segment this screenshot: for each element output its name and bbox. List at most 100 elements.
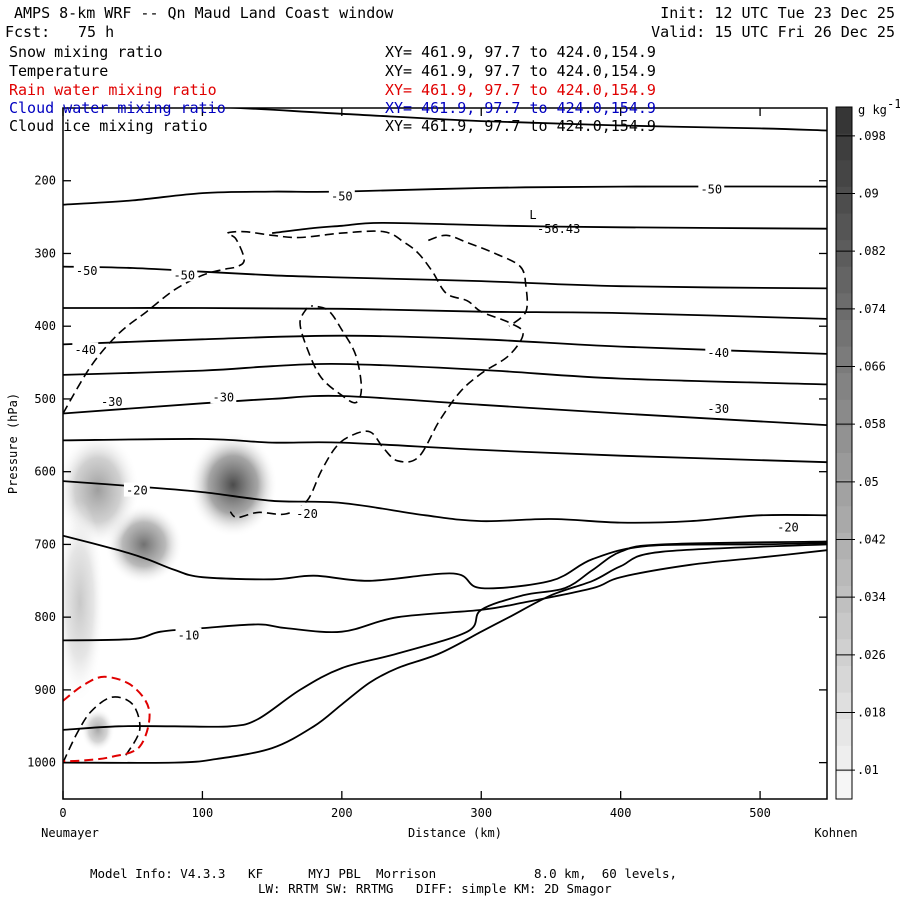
isotherm-label-3: -50: [76, 264, 98, 278]
y-tick-label-900: 900: [34, 683, 56, 697]
colorbar: .01 .018 .026 .034 .042 .05 .058 .066 .074 .082 .0…: [835, 97, 900, 800]
legend-xy-cloudwater: XY= 461.9, 97.7 to 424.0,154.9: [385, 99, 656, 117]
colorbar-segment: [836, 719, 852, 747]
rain-water-0: [63, 675, 151, 763]
y-tick-label-500: 500: [34, 392, 56, 406]
plot-background: [63, 108, 827, 799]
legend-label-temp: Temperature: [9, 62, 109, 80]
colorbar-segment: [836, 532, 852, 561]
snow-shading: [63, 431, 278, 752]
isotherm-label-4: -40: [74, 343, 96, 357]
plot-frame: [62, 107, 828, 800]
x-tick-label-0: 0: [59, 806, 66, 820]
x-tick-label-400: 400: [610, 806, 632, 820]
low-marker-label: L: [529, 208, 536, 222]
legend-label-snow: Snow mixing ratio: [9, 43, 163, 61]
x-axis-title: Distance (km): [408, 826, 502, 840]
colorbar-segment: [836, 240, 852, 268]
isotherm-8: [63, 438, 827, 464]
colorbar-segment: [836, 665, 852, 694]
isotherm-label-6: -30: [101, 395, 123, 409]
isotherm-label-bg: [175, 627, 202, 642]
colorbar-segment: [836, 745, 852, 773]
x-axis: 0 100 200 300 400 500: [59, 108, 771, 820]
isotherms: [63, 108, 827, 764]
isotherm-4: [63, 307, 827, 320]
legend-xy-snow: XY= 461.9, 97.7 to 424.0,154.9: [385, 43, 656, 61]
isotherm-label-12: -10: [178, 628, 200, 642]
colorbar-tick-label-5: .05: [857, 475, 879, 489]
rain-water-contours: [63, 675, 151, 763]
isotherm-label-bg: [698, 181, 725, 196]
colorbar-tick-label-0: .01: [857, 763, 879, 777]
colorbar-segment: [836, 293, 852, 321]
isotherm-label-bg: [171, 267, 198, 282]
y-axis-title: Pressure (hPa): [6, 393, 20, 494]
colorbar-segment: [836, 107, 852, 135]
isotherm-label-1: -50: [700, 182, 722, 196]
colorbar-segment: [836, 373, 852, 401]
legend-label-cloudice: Cloud ice mixing ratio: [9, 117, 208, 135]
legend-xy-rain: XY= 461.9, 97.7 to 424.0,154.9: [385, 81, 656, 99]
isotherm-label-8: -30: [707, 402, 729, 416]
legend-xy-temp: XY= 461.9, 97.7 to 424.0,154.9: [385, 62, 656, 80]
legend-xy-cloudice: XY= 461.9, 97.7 to 424.0,154.9: [385, 117, 656, 135]
colorbar-segment: [836, 453, 852, 481]
colorbar-frame: [835, 106, 853, 800]
legend-label-cloudwater: Cloud water mixing ratio: [9, 99, 226, 117]
isotherm-7: [63, 394, 827, 426]
isotherm-label-5: -40: [707, 346, 729, 360]
isotherm-3: [63, 265, 827, 290]
isotherm-label-bg: [72, 342, 99, 357]
y-tick-label-800: 800: [34, 610, 56, 624]
y-tick-label-300: 300: [34, 246, 56, 260]
footer-model-info: Model Info: V4.3.3 KF MYJ PBL Morrison 8…: [90, 866, 677, 881]
colorbar-tick-label-2: .026: [857, 648, 886, 662]
y-tick-label-600: 600: [34, 465, 56, 479]
isotherm-label-bg: [210, 389, 237, 404]
isotherm-label-bg: [294, 505, 320, 520]
isotherm-label-bg: [98, 393, 125, 408]
isotherm-label-bg: [123, 482, 150, 497]
low-marker-value: -56.43: [537, 222, 580, 236]
colorbar-segment: [836, 266, 852, 294]
colorbar-segment: [836, 639, 852, 667]
cloud-ice-3: [63, 696, 141, 763]
isotherm-12: [63, 540, 827, 731]
y-tick-label-400: 400: [34, 319, 56, 333]
colorbar-tick-label-11: .098: [857, 129, 886, 143]
footer-physics-info: LW: RRTM SW: RRTMG DIFF: simple KM: 2D S…: [258, 881, 612, 896]
isotherm-label-bg: [705, 401, 732, 416]
colorbar-segment: [836, 692, 852, 720]
snow-blob-3: [63, 500, 105, 705]
isotherm-label-11: -20: [777, 521, 799, 535]
colorbar-tick-label-4: .042: [857, 533, 886, 547]
valid-time: Valid: 15 UTC Fri 26 Dec 25: [651, 23, 895, 41]
colorbar-segment: [836, 346, 852, 374]
cloud-ice-0: [63, 230, 524, 519]
init-time: Init: 12 UTC Tue 23 Dec 25: [660, 4, 895, 22]
isotherm-9: [63, 480, 827, 524]
colorbar-segment: [836, 506, 852, 534]
model-title: AMPS 8-km WRF -- Qn Maud Land Coast wind…: [14, 4, 394, 22]
isotherm-label-bg: [775, 519, 801, 534]
colorbar-tick-label-7: .066: [857, 360, 886, 374]
isotherm-11: [63, 549, 827, 642]
colorbar-tick-label-3: .034: [857, 590, 886, 604]
x-tick-label-500: 500: [749, 806, 771, 820]
isotherm-5: [63, 334, 827, 355]
isotherm-label-0: -50: [331, 190, 353, 204]
x-tick-label-100: 100: [192, 806, 214, 820]
isotherm-label-2: -50: [173, 268, 195, 282]
colorbar-segment: [836, 319, 852, 348]
isotherm-label-9: -20: [126, 484, 148, 498]
x-end-label: Kohnen: [814, 826, 857, 840]
isotherm-0: [219, 108, 827, 132]
colorbar-tick-label-6: .058: [857, 417, 886, 431]
colorbar-segment: [836, 612, 852, 640]
x-tick-label-300: 300: [470, 806, 492, 820]
colorbar-segment: [836, 133, 852, 161]
y-tick-label-1000: 1000: [27, 756, 56, 770]
colorbar-tick-label-8: .074: [857, 302, 886, 316]
